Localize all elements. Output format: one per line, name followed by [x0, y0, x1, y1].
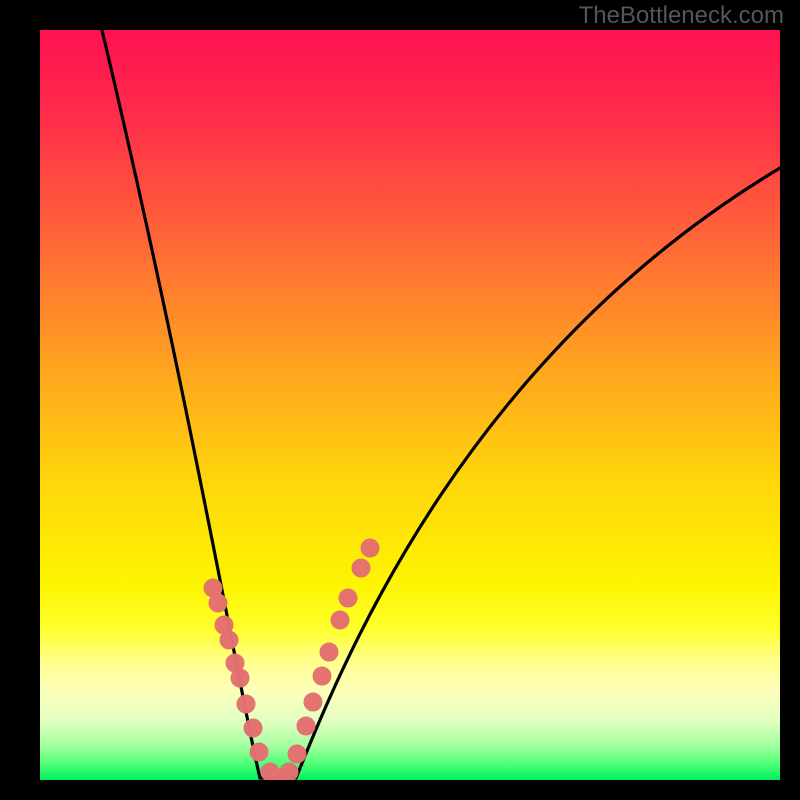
data-marker [320, 643, 338, 661]
data-marker [250, 743, 268, 761]
data-marker [297, 717, 315, 735]
watermark-text: TheBottleneck.com [579, 2, 784, 30]
data-marker [220, 631, 238, 649]
data-marker [244, 719, 262, 737]
data-marker [280, 763, 298, 780]
chart-svg [40, 30, 780, 780]
data-marker [313, 667, 331, 685]
data-marker [231, 669, 249, 687]
marker-group [204, 539, 379, 780]
data-marker [209, 594, 227, 612]
plot-area [40, 30, 780, 780]
data-marker [237, 695, 255, 713]
chart-frame: TheBottleneck.com [0, 0, 800, 800]
data-marker [339, 589, 357, 607]
data-marker [361, 539, 379, 557]
data-marker [331, 611, 349, 629]
data-marker [304, 693, 322, 711]
data-marker [352, 559, 370, 577]
data-marker [288, 745, 306, 763]
bottleneck-curve [102, 30, 780, 778]
